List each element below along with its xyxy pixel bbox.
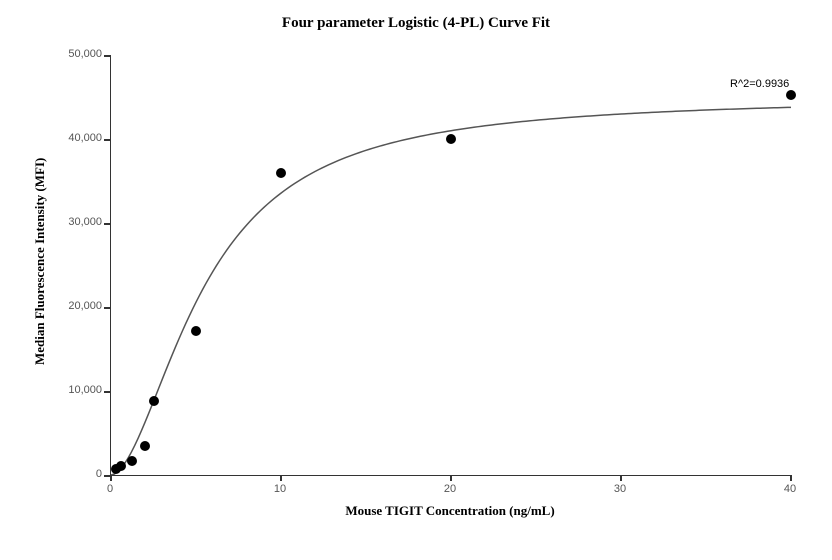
data-point bbox=[127, 456, 137, 466]
x-tick-mark bbox=[620, 475, 622, 481]
y-tick-label: 40,000 bbox=[52, 132, 102, 144]
y-tick-label: 10,000 bbox=[52, 384, 102, 396]
data-point bbox=[446, 134, 456, 144]
x-tick-mark bbox=[450, 475, 452, 481]
x-tick-label: 30 bbox=[600, 483, 640, 495]
y-axis-label: Median Fluorescence Intensity (MFI) bbox=[32, 165, 48, 365]
chart-container: Four parameter Logistic (4-PL) Curve Fit… bbox=[0, 0, 832, 560]
r-squared-annotation: R^2=0.9936 bbox=[730, 78, 789, 90]
y-tick-label: 50,000 bbox=[52, 48, 102, 60]
plot-area bbox=[110, 55, 791, 476]
data-point bbox=[149, 396, 159, 406]
fitted-curve bbox=[111, 55, 791, 475]
x-tick-label: 40 bbox=[770, 483, 810, 495]
x-tick-label: 0 bbox=[90, 483, 130, 495]
data-point bbox=[276, 168, 286, 178]
data-point bbox=[116, 461, 126, 471]
y-tick-label: 20,000 bbox=[52, 300, 102, 312]
y-tick-mark bbox=[104, 223, 110, 225]
x-tick-label: 10 bbox=[260, 483, 300, 495]
y-tick-mark bbox=[104, 139, 110, 141]
data-point bbox=[786, 90, 796, 100]
y-tick-label: 30,000 bbox=[52, 216, 102, 228]
x-tick-mark bbox=[790, 475, 792, 481]
x-tick-mark bbox=[110, 475, 112, 481]
x-tick-label: 20 bbox=[430, 483, 470, 495]
y-tick-mark bbox=[104, 55, 110, 57]
x-tick-mark bbox=[280, 475, 282, 481]
data-point bbox=[140, 441, 150, 451]
curve-path bbox=[111, 107, 791, 475]
y-tick-mark bbox=[104, 307, 110, 309]
y-tick-label: 0 bbox=[52, 468, 102, 480]
chart-title: Four parameter Logistic (4-PL) Curve Fit bbox=[0, 15, 832, 32]
x-axis-label: Mouse TIGIT Concentration (ng/mL) bbox=[110, 503, 790, 519]
y-tick-mark bbox=[104, 391, 110, 393]
data-point bbox=[191, 326, 201, 336]
